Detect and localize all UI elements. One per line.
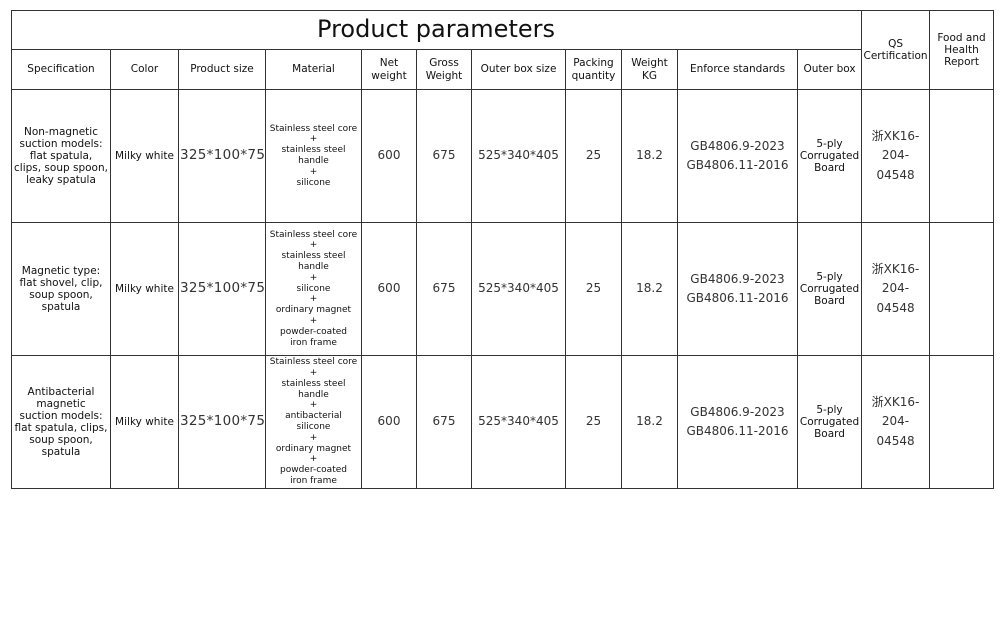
cell-packing-quantity: 25	[565, 222, 622, 356]
header-packing-quantity: Packing quantity	[565, 49, 622, 90]
header-material: Material	[265, 49, 362, 90]
cell-specification: Antibacterial magnetic suction models: f…	[11, 355, 111, 489]
cell-outer-box-size: 525*340*405	[471, 89, 566, 223]
header-outer-box-size: Outer box size	[471, 49, 566, 90]
cell-qs-certification: 浙XK16- 204-04548	[861, 355, 931, 489]
header-food-health-report: Food and Health Report	[929, 10, 995, 90]
cell-packing-quantity: 25	[565, 355, 622, 489]
cell-packing-quantity: 25	[565, 89, 622, 223]
cell-color: Milky white	[110, 355, 179, 489]
table-title: Product parameters	[10, 10, 863, 50]
cell-outer-box: 5-ply Corrugated Board	[796, 89, 863, 223]
header-color: Color	[110, 49, 179, 90]
header-enforce-standards: Enforce standards	[677, 49, 798, 90]
cell-material: Stainless steel core + stainless steel h…	[265, 89, 362, 223]
cell-product-size: 325*100*75	[178, 355, 266, 489]
header-outer-box: Outer box	[796, 49, 863, 90]
cell-enforce-standards: GB4806.9-2023 GB4806.11-2016	[677, 89, 798, 223]
cell-food-health-report	[929, 89, 995, 223]
cell-outer-box: 5-ply Corrugated Board	[796, 222, 863, 356]
table-row: Antibacterial magnetic suction models: f…	[11, 355, 995, 489]
cell-specification: Non-magnetic suction models: flat spatul…	[11, 89, 111, 223]
product-parameters-table: Product parameters QS Certification Food…	[10, 10, 995, 489]
cell-color: Milky white	[110, 89, 179, 223]
cell-gross-weight: 675	[416, 89, 472, 223]
cell-outer-box-size: 525*340*405	[471, 222, 566, 356]
table-row: Non-magnetic suction models: flat spatul…	[11, 89, 995, 223]
cell-weight-kg: 18.2	[621, 222, 678, 356]
cell-weight-kg: 18.2	[621, 89, 678, 223]
cell-net-weight: 600	[361, 89, 417, 223]
cell-food-health-report	[929, 355, 995, 489]
cell-outer-box-size: 525*340*405	[471, 355, 566, 489]
header-product-size: Product size	[178, 49, 266, 90]
cell-material: Stainless steel core + stainless steel h…	[265, 222, 362, 356]
cell-product-size: 325*100*75	[178, 89, 266, 223]
cell-food-health-report	[929, 222, 995, 356]
cell-product-size: 325*100*75	[178, 222, 266, 356]
cell-material: Stainless steel core + stainless steel h…	[265, 355, 362, 489]
table-row: Magnetic type: flat shovel, clip, soup s…	[11, 222, 995, 356]
cell-qs-certification: 浙XK16- 204-04548	[861, 222, 931, 356]
cell-enforce-standards: GB4806.9-2023 GB4806.11-2016	[677, 222, 798, 356]
cell-gross-weight: 675	[416, 355, 472, 489]
cell-gross-weight: 675	[416, 222, 472, 356]
header-specification: Specification	[11, 49, 111, 90]
header-weight-kg: Weight KG	[621, 49, 678, 90]
cell-qs-certification: 浙XK16- 204-04548	[861, 89, 931, 223]
header-gross-weight: Gross Weight	[416, 49, 472, 90]
header-net-weight: Net weight	[361, 49, 417, 90]
cell-net-weight: 600	[361, 355, 417, 489]
cell-color: Milky white	[110, 222, 179, 356]
cell-weight-kg: 18.2	[621, 355, 678, 489]
cell-net-weight: 600	[361, 222, 417, 356]
cell-outer-box: 5-ply Corrugated Board	[796, 355, 863, 489]
header-qs-certification: QS Certification	[861, 10, 931, 90]
cell-specification: Magnetic type: flat shovel, clip, soup s…	[11, 222, 111, 356]
cell-enforce-standards: GB4806.9-2023 GB4806.11-2016	[677, 355, 798, 489]
